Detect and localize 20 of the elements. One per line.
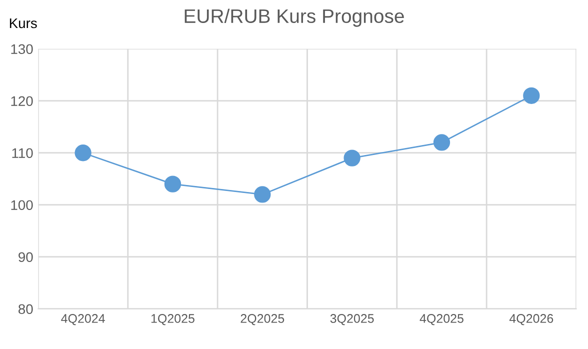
point bbox=[254, 186, 271, 203]
y-axis-title: Kurs bbox=[10, 18, 37, 28]
y-tick-label: 100 bbox=[11, 200, 33, 210]
y-tick-label: 110 bbox=[12, 148, 33, 158]
x-tick-label: 3Q2025 bbox=[330, 314, 374, 326]
y-tick-label: 80 bbox=[18, 304, 33, 314]
point bbox=[344, 150, 360, 166]
point bbox=[433, 134, 450, 151]
point bbox=[164, 176, 182, 192]
chart-title: EUR/RUB Kurs Prognose bbox=[184, 8, 404, 27]
y-tick-label: 90 bbox=[18, 252, 33, 262]
x-tick-label: 1Q2025 bbox=[151, 314, 194, 326]
x-tick-label: 4Q2025 bbox=[420, 314, 464, 326]
point bbox=[523, 87, 540, 104]
x-tick-label: 4Q2024 bbox=[61, 314, 105, 326]
x-tick-label: 2Q2025 bbox=[240, 314, 284, 326]
y-tick-label: 130 bbox=[11, 44, 33, 54]
y-tick-label: 120 bbox=[11, 96, 33, 106]
x-tick-label: 4Q2026 bbox=[509, 314, 554, 326]
point bbox=[74, 144, 92, 162]
